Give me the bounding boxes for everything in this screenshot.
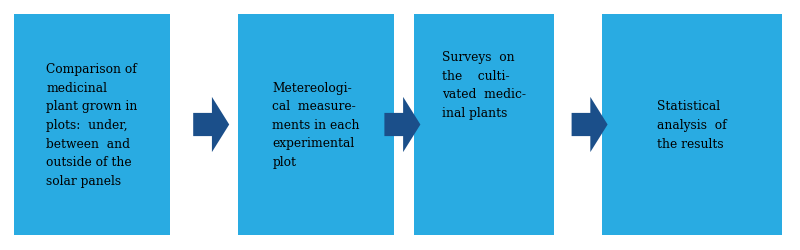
- Polygon shape: [384, 98, 421, 152]
- Bar: [238, 15, 394, 235]
- Text: Statistical
analysis  of
the results: Statistical analysis of the results: [657, 100, 727, 150]
- Text: Comparison of
medicinal
plant grown in
plots:  under,
between  and
outside of th: Comparison of medicinal plant grown in p…: [46, 63, 138, 187]
- Bar: [414, 15, 554, 235]
- Text: Metereologi-
cal  measure-
ments in each
experimental
plot: Metereologi- cal measure- ments in each …: [272, 82, 360, 168]
- Bar: [602, 15, 782, 235]
- Bar: [14, 15, 170, 235]
- Polygon shape: [194, 98, 230, 152]
- Polygon shape: [571, 98, 608, 152]
- Text: Surveys  on
the    culti-
vated  medic-
inal plants: Surveys on the culti- vated medic- inal …: [442, 51, 526, 120]
